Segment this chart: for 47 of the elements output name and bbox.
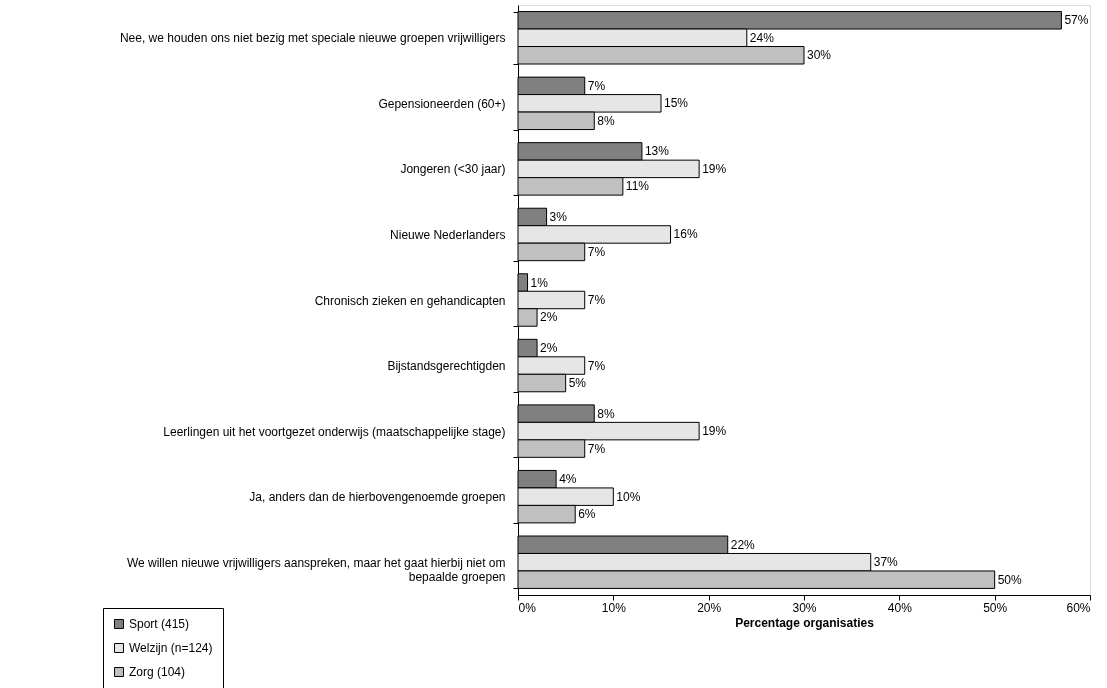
y-tick-label: Nee, we houden ons niet bezig met speciale nieuwe groepen vrijwilligers bbox=[119, 31, 506, 46]
data-label: 19% bbox=[702, 161, 727, 176]
data-label: 2% bbox=[540, 310, 558, 325]
x-tick-label: 50% bbox=[983, 600, 1008, 615]
data-label: 7% bbox=[587, 441, 606, 456]
y-tick-label: We willen nieuwe vrijwilligers aanspreken, maar het gaat hierbij niet om bepaalde groepen bbox=[126, 555, 506, 584]
data-label: 8% bbox=[597, 113, 615, 128]
data-label: 4% bbox=[559, 472, 577, 487]
data-label: 37% bbox=[873, 555, 899, 570]
y-tick-label: Gepensioneerden (60+) bbox=[378, 96, 506, 111]
data-label: 7% bbox=[587, 293, 606, 307]
data-label: 2% bbox=[540, 341, 558, 356]
data-label: 24% bbox=[749, 30, 775, 45]
data-label: 11% bbox=[625, 179, 650, 194]
data-label: 5% bbox=[568, 376, 587, 391]
data-label: 30% bbox=[807, 48, 832, 63]
x-tick-label: 30% bbox=[792, 600, 817, 615]
data-label: 7% bbox=[587, 78, 606, 93]
x-tick-label: 40% bbox=[887, 600, 913, 615]
data-label: 16% bbox=[673, 227, 698, 242]
y-tick-label: Nieuwe Nederlanders bbox=[390, 227, 506, 242]
x-tick-label: 60% bbox=[1066, 600, 1091, 615]
data-label: 13% bbox=[644, 144, 670, 159]
x-tick-label: 20% bbox=[697, 600, 722, 615]
data-label: 6% bbox=[578, 507, 596, 522]
data-label: 3% bbox=[549, 209, 568, 224]
x-tick-label: 0% bbox=[518, 600, 537, 615]
data-label: 22% bbox=[730, 537, 756, 552]
legend-label: Sport (415) bbox=[129, 617, 190, 631]
data-label: 15% bbox=[664, 96, 689, 111]
x-axis-title: Percentage organisaties bbox=[735, 615, 875, 630]
data-label: 50% bbox=[997, 572, 1023, 587]
y-tick-label: Jongeren (<30 jaar) bbox=[400, 162, 506, 177]
y-tick-label: Chronisch zieken en gehandicapten bbox=[314, 293, 506, 308]
data-label: 8% bbox=[597, 406, 615, 421]
legend-label: Zorg (104) bbox=[129, 665, 186, 679]
data-label: 1% bbox=[530, 275, 549, 290]
data-label: 7% bbox=[587, 358, 606, 373]
y-tick-label: Ja, anders dan de hierbovengenoemde groepen bbox=[249, 490, 506, 505]
data-label: 7% bbox=[587, 244, 606, 259]
legend-label: Welzijn (n=124) bbox=[129, 641, 213, 655]
data-label: 10% bbox=[616, 489, 641, 504]
data-label: 19% bbox=[702, 424, 727, 439]
x-tick-label: 10% bbox=[601, 600, 627, 615]
data-label: 57% bbox=[1064, 13, 1089, 28]
y-tick-label: Leerlingen uit het voortgezet onderwijs (maatschappelijke stage) bbox=[163, 424, 506, 439]
y-tick-label: Bijstandsgerechtigden bbox=[387, 359, 506, 374]
